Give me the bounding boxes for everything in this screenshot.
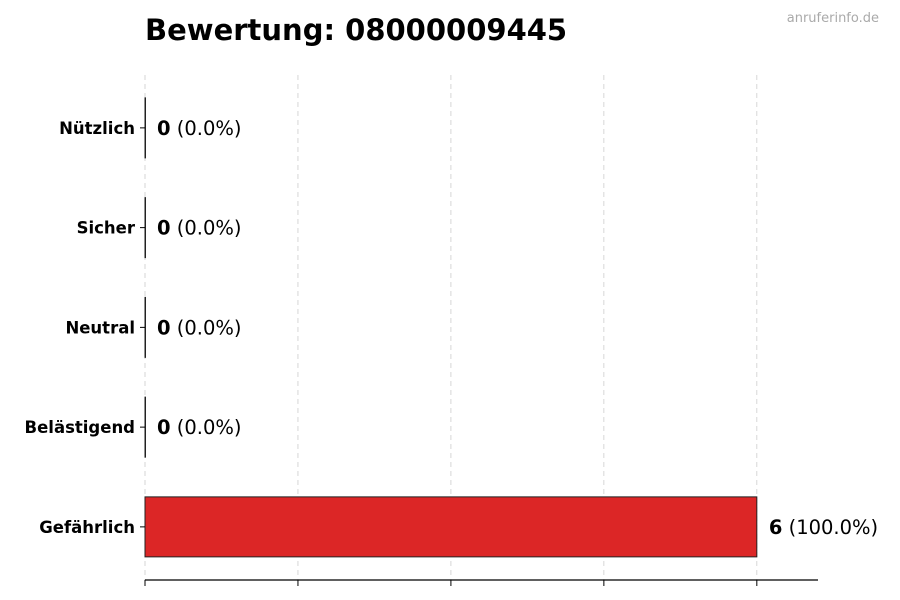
data-label: 0 (0.0%) bbox=[157, 117, 242, 140]
count-label: 0 bbox=[157, 117, 171, 140]
bar bbox=[144, 97, 146, 159]
data-label: 0 (0.0%) bbox=[157, 316, 242, 339]
percent-label: (0.0%) bbox=[171, 416, 242, 439]
chart-title: Bewertung: 08000009445 bbox=[145, 13, 567, 47]
bar bbox=[144, 396, 146, 458]
data-label: 0 (0.0%) bbox=[157, 217, 242, 240]
category-label: Sicher bbox=[77, 219, 136, 238]
bar bbox=[144, 496, 758, 558]
bar bbox=[144, 197, 146, 259]
category-label: Gefährlich bbox=[39, 518, 135, 537]
data-label: 0 (0.0%) bbox=[157, 416, 242, 439]
data-label: 6 (100.0%) bbox=[769, 516, 878, 539]
percent-label: (0.0%) bbox=[171, 316, 242, 339]
count-label: 0 bbox=[157, 217, 171, 240]
watermark: anruferinfo.de bbox=[787, 11, 879, 26]
count-label: 6 bbox=[769, 516, 783, 539]
percent-label: (0.0%) bbox=[171, 117, 242, 140]
category-label: Nützlich bbox=[59, 119, 135, 138]
bar bbox=[144, 296, 146, 358]
percent-label: (0.0%) bbox=[171, 217, 242, 240]
percent-label: (100.0%) bbox=[782, 516, 878, 539]
category-label: Belästigend bbox=[25, 418, 135, 437]
category-label: Neutral bbox=[65, 318, 135, 337]
count-label: 0 bbox=[157, 416, 171, 439]
count-label: 0 bbox=[157, 316, 171, 339]
